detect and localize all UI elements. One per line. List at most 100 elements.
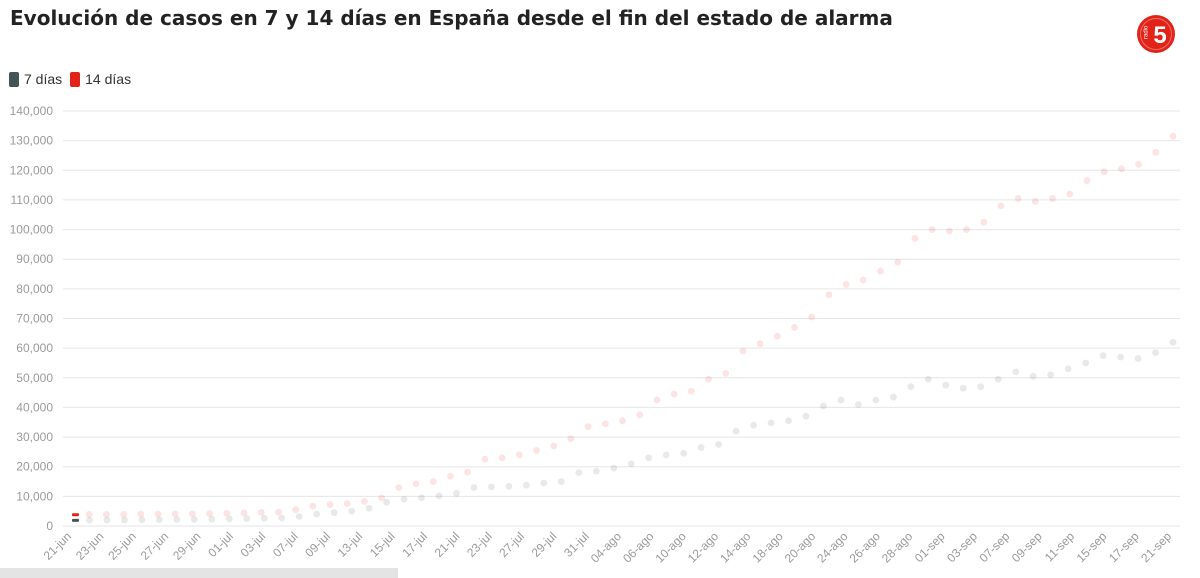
data-point (383, 498, 390, 506)
data-point (767, 419, 775, 427)
logo-number: 5 (1153, 22, 1166, 49)
x-tick-label: 17-sep (1106, 529, 1142, 565)
data-point (550, 442, 558, 450)
y-tick-label: 70,000 (16, 312, 53, 326)
data-point (138, 516, 146, 524)
data-point (309, 502, 317, 510)
data-point (190, 516, 198, 523)
data-point (697, 444, 705, 451)
data-point (837, 396, 845, 404)
y-tick-label: 80,000 (16, 282, 53, 296)
data-point (275, 508, 282, 516)
data-point (155, 516, 163, 524)
data-point (825, 291, 833, 299)
data-point (435, 492, 443, 500)
y-tick-label: 100,000 (10, 223, 54, 237)
data-point (429, 478, 437, 485)
data-point (687, 387, 695, 395)
footer-bar (0, 568, 398, 578)
legend-item-7-dias[interactable]: 7 días (9, 71, 62, 87)
data-point (791, 323, 798, 331)
data-point (785, 417, 792, 425)
data-point (1049, 195, 1056, 202)
y-tick-label: 40,000 (16, 400, 53, 414)
x-tick-label: 25-jun (105, 529, 138, 562)
data-point (86, 516, 93, 524)
x-tick-label: 20-ago (782, 529, 819, 566)
logo-small-text: radio (1144, 25, 1150, 39)
data-point (260, 514, 268, 522)
legend-swatch-14-dias (70, 71, 81, 87)
data-point (522, 481, 530, 489)
data-point (1066, 190, 1074, 198)
legend-swatch-7-dias (9, 71, 19, 87)
x-tick-label: 24-ago (814, 529, 851, 566)
grid-lines (63, 110, 1180, 527)
x-tick-label: 21-sep (1138, 529, 1174, 565)
data-point (313, 510, 321, 518)
y-tick-label: 0 (46, 519, 53, 533)
data-point (343, 500, 351, 507)
data-point (842, 281, 850, 288)
marker-7-dias (72, 518, 79, 522)
data-point (1031, 198, 1039, 205)
data-point (206, 510, 214, 517)
data-point (1099, 352, 1107, 359)
data-point (575, 469, 583, 477)
data-point (173, 516, 181, 523)
data-point (348, 507, 356, 515)
series-7-dias (86, 338, 1177, 524)
data-point (1047, 371, 1055, 379)
x-tick-label: 29-jun (170, 529, 203, 562)
y-axis-ticks: 0 10,000 20,000 30,000 40,000 50,000 60,000 70,… (10, 104, 54, 533)
x-tick-label: 15-jul (367, 529, 398, 560)
data-point (808, 313, 816, 321)
x-tick-label: 21-jun (41, 529, 74, 562)
x-tick-label: 01-sep (912, 529, 948, 565)
data-point (1117, 353, 1124, 361)
x-tick-label: 17-jul (399, 529, 430, 560)
x-tick-label: 07-jul (270, 529, 301, 560)
data-point (732, 427, 740, 435)
x-tick-label: 18-ago (750, 529, 787, 566)
data-point (907, 383, 915, 391)
y-tick-label: 30,000 (16, 430, 53, 444)
data-point (601, 420, 609, 428)
data-point (756, 340, 764, 348)
data-point (859, 276, 867, 284)
data-point (326, 501, 334, 509)
x-tick-label: 21-jul (432, 529, 463, 560)
x-tick-label: 09-sep (1009, 529, 1045, 565)
data-point (924, 375, 932, 383)
x-tick-label: 23-jun (73, 529, 106, 562)
data-point (653, 396, 661, 404)
data-point (877, 267, 884, 275)
y-tick-label: 110,000 (11, 193, 54, 207)
x-tick-label: 28-ago (879, 529, 916, 566)
data-point (395, 484, 403, 491)
data-point (1014, 195, 1022, 202)
data-point (1012, 368, 1020, 376)
data-point (240, 509, 248, 517)
data-point (894, 258, 902, 266)
data-point (1152, 349, 1159, 356)
x-tick-label: 15-sep (1074, 529, 1110, 565)
y-tick-label: 140,000 (10, 104, 54, 118)
y-tick-label: 20,000 (16, 460, 53, 474)
data-point (557, 478, 565, 485)
data-point (225, 515, 233, 523)
data-point (994, 375, 1002, 383)
data-point (1134, 355, 1142, 362)
data-point (453, 489, 460, 497)
y-tick-label: 10,000 (16, 489, 53, 503)
marker-14-dias (72, 513, 79, 517)
legend-item-14-dias[interactable]: 14 días (70, 71, 131, 87)
data-point (1135, 160, 1142, 168)
data-point (85, 511, 93, 518)
data-point (498, 454, 506, 462)
data-point (928, 226, 936, 233)
data-point (1152, 149, 1160, 156)
data-point (567, 435, 575, 442)
data-point (120, 511, 128, 518)
